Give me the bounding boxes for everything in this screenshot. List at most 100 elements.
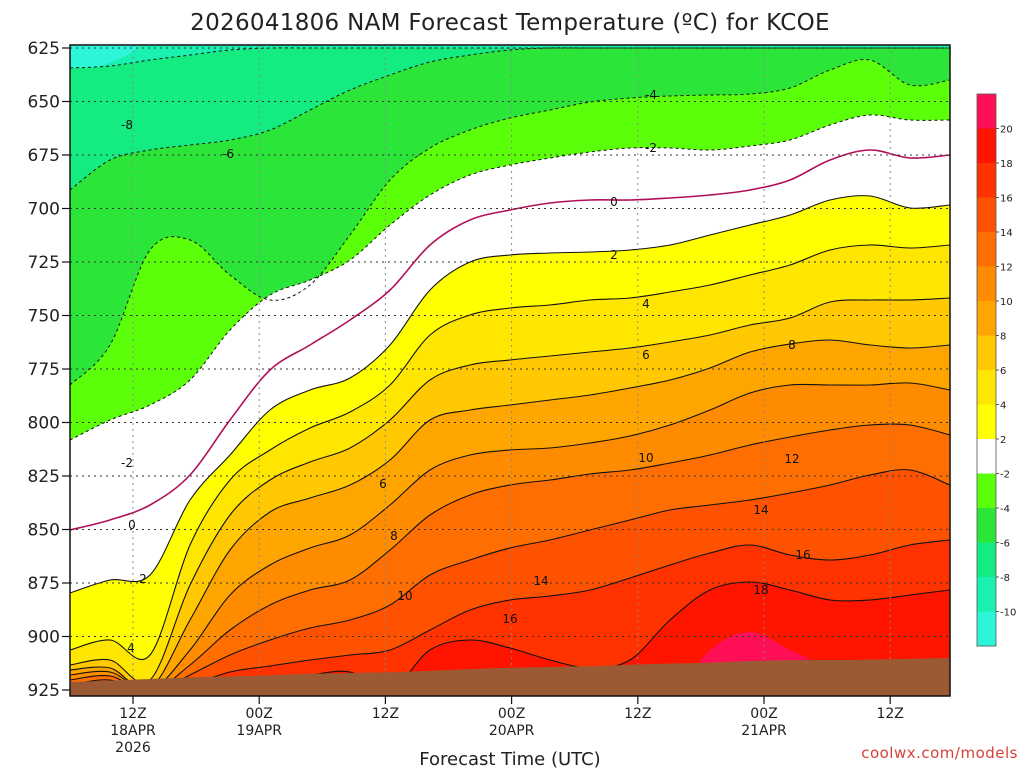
y-tick-label: 650	[28, 93, 60, 113]
colorbar-swatch	[977, 508, 996, 543]
colorbar-label: 20	[1000, 125, 1013, 136]
x-tick-label: 12Z	[119, 706, 146, 722]
y-tick-label: 775	[28, 360, 60, 380]
colorbar-label: 10	[1000, 297, 1013, 308]
colorbar-label: -8	[1000, 573, 1010, 584]
x-tick-label: 18APR	[110, 723, 156, 739]
colorbar-label: 14	[1000, 228, 1013, 239]
colorbar-label: 12	[1000, 263, 1013, 274]
contour-label: 6	[642, 348, 650, 362]
colorbar-label: 18	[1000, 159, 1013, 170]
y-tick-label: 925	[28, 681, 60, 701]
colorbar-label: 8	[1000, 332, 1006, 343]
colorbar-swatch	[977, 335, 996, 371]
contour-label: 18	[753, 583, 768, 597]
colorbar-label: 2	[1000, 435, 1006, 446]
isotherm-0	[70, 149, 950, 531]
contour-label: 2	[139, 572, 147, 586]
y-tick-label: 900	[28, 628, 60, 648]
isotherm-2	[70, 195, 950, 594]
plot-frame	[69, 44, 951, 697]
band-lt-minus10	[70, 45, 140, 72]
colorbar-label: -4	[1000, 504, 1010, 515]
plot-area: -8 -6 -4 -2 -2 0 0 2 2 4 4 6 6 8 8 10 10 12 14 14 16 16 18	[70, 45, 950, 696]
grid-lines	[70, 45, 950, 696]
contour-label: 12	[784, 452, 799, 466]
colorbar-label: -6	[1000, 539, 1010, 550]
x-tick-label: 00Z	[498, 706, 525, 722]
colorbar-swatch	[977, 577, 996, 612]
isotherm-12	[70, 423, 950, 693]
contour-label: -2	[645, 141, 657, 155]
isotherm-4	[70, 244, 950, 661]
contour-label: 10	[638, 451, 653, 465]
contour-labels: -8 -6 -4 -2 -2 0 0 2 2 4 4 6 6 8 8 10 10 12 14 14 16 16 18	[121, 88, 811, 655]
terrain	[70, 658, 950, 696]
y-tick-label: 875	[28, 574, 60, 594]
colorbar-swatch	[977, 611, 996, 647]
colorbar-label: -10	[1000, 608, 1016, 619]
x-tick-label: 12Z	[624, 706, 651, 722]
contour-label: -4	[645, 88, 657, 102]
colorbar-swatch	[977, 266, 996, 302]
isotherm--6	[70, 47, 950, 191]
x-tick-label: 20APR	[489, 723, 535, 739]
y-tick-label: 725	[28, 253, 60, 273]
contour-label: 14	[753, 503, 768, 517]
isotherm-10	[70, 382, 950, 691]
isotherm-16	[70, 539, 950, 696]
colorbar-swatch	[977, 404, 996, 440]
y-tick-label: 675	[28, 146, 60, 166]
x-tick-label: 19APR	[236, 723, 282, 739]
colorbar-label: 4	[1000, 401, 1006, 412]
colorbar-swatch	[977, 232, 996, 267]
colorbar-swatch	[977, 473, 996, 509]
contour-label: -2	[121, 456, 133, 470]
contour-label: 10	[397, 589, 412, 603]
contour-label: 8	[390, 529, 398, 543]
contour-label: -8	[121, 118, 133, 132]
x-tick-label: 12Z	[876, 706, 903, 722]
x-tick-label: 12Z	[372, 706, 399, 722]
x-tick-label: 00Z	[245, 706, 272, 722]
colorbar-swatch	[977, 163, 996, 198]
contour-label: -6	[222, 147, 234, 161]
y-tick-label: 700	[28, 200, 60, 220]
contour-label: 16	[502, 612, 517, 626]
contour-label: 8	[788, 338, 796, 352]
colorbar-swatch	[977, 301, 996, 336]
chart-title: 2026041806 NAM Forecast Temperature (ºC)…	[190, 10, 830, 36]
contour-label: 4	[642, 297, 650, 311]
x-tick-label: 2026	[115, 740, 151, 756]
colorbar-label: -2	[1000, 470, 1010, 481]
colorbar-swatch	[977, 370, 996, 405]
y-tick-label: 625	[28, 39, 60, 59]
contour-label: 14	[533, 574, 548, 588]
colorbar-swatch	[977, 128, 996, 164]
contour-label: 0	[610, 195, 618, 209]
contour-label: 2	[610, 248, 618, 262]
contour-label: 4	[127, 641, 135, 655]
contour-label: 0	[128, 518, 136, 532]
colorbar-label: 16	[1000, 194, 1013, 205]
x-tick-label: 21APR	[741, 723, 787, 739]
pressure-axis: 625 650 675 700 725 750 775 800 825 850 875 900 925	[28, 39, 70, 701]
y-tick-label: 800	[28, 414, 60, 434]
colorbar-swatch	[977, 197, 996, 233]
contour-label: 16	[795, 548, 810, 562]
credit-link[interactable]: coolwx.com/models	[861, 744, 1018, 762]
isotherm--2	[70, 114, 950, 441]
y-tick-label: 750	[28, 307, 60, 327]
isotherm-14	[70, 469, 950, 695]
x-axis-label: Forecast Time (UTC)	[419, 749, 600, 768]
x-tick-label: 00Z	[750, 706, 777, 722]
y-tick-label: 825	[28, 467, 60, 487]
colorbar-swatch	[977, 94, 996, 129]
colorbar: 20 18 16 14 12 10 8 6 4 2 -2 -4 -6 -8 -10	[976, 93, 1016, 647]
colorbar-swatch	[977, 439, 996, 474]
colorbar-swatch	[977, 542, 996, 578]
isotherm-8	[70, 339, 950, 691]
colorbar-label: 6	[1000, 366, 1006, 377]
